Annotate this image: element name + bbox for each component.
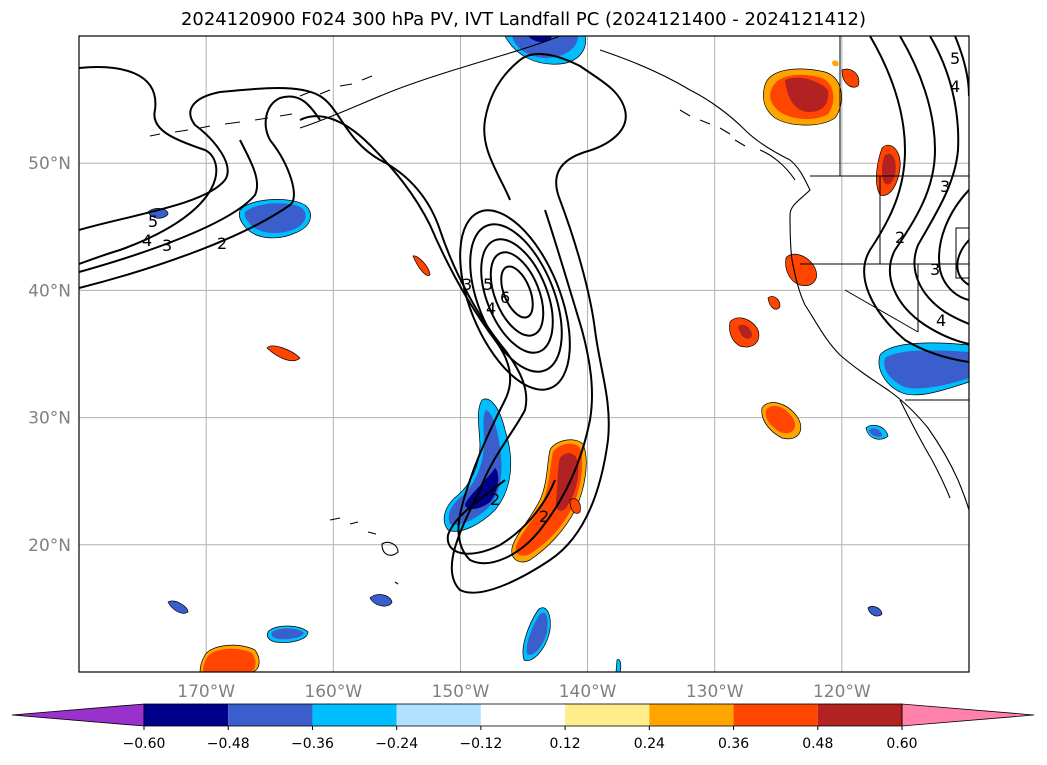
anomaly-blob xyxy=(271,628,304,640)
colorbar-tick-label: −0.60 xyxy=(123,736,166,752)
contour-label: 3 xyxy=(940,177,950,196)
colorbar-tick-label: 0.60 xyxy=(886,736,917,752)
contour-label: 4 xyxy=(486,299,496,318)
anomaly-blob xyxy=(203,648,256,672)
colorbar-segment xyxy=(733,704,818,726)
anomaly-blob xyxy=(266,345,301,362)
colorbar-outline xyxy=(143,703,903,727)
anomaly-blob xyxy=(526,612,548,655)
colorbar-tick-label: −0.12 xyxy=(459,736,502,752)
contour-label: 2 xyxy=(217,234,227,253)
anomaly-blob xyxy=(369,594,393,607)
colorbar-segment xyxy=(312,704,397,726)
colorbar-tick-label: 0.48 xyxy=(802,736,833,752)
anomaly-blob xyxy=(738,324,752,339)
contour-label: 5 xyxy=(148,212,158,231)
colorbar-extend-min xyxy=(11,703,145,727)
anomaly-blob xyxy=(765,405,796,434)
lon-tick-label: 120°W xyxy=(813,682,871,702)
lat-tick-label: 50°N xyxy=(28,154,71,174)
colorbar: −0.60 −0.48 −0.36 −0.24 −0.12 0.12 0.24 0.36 0.4… xyxy=(11,703,1035,752)
anomaly-blob xyxy=(512,36,578,58)
colorbar-tick-label: −0.24 xyxy=(375,736,418,752)
anomaly-blob xyxy=(785,77,829,112)
anomaly-blob xyxy=(244,203,306,234)
colorbar-tick-label: −0.36 xyxy=(291,736,334,752)
contour-label: 5 xyxy=(483,275,493,294)
colorbar-tick-label: −0.48 xyxy=(207,736,250,752)
contour-label: 3 xyxy=(162,236,172,255)
latitude-labels: 50°N 40°N 30°N 20°N xyxy=(28,154,71,556)
plot-area xyxy=(79,36,969,672)
colorbar-segment xyxy=(565,704,650,726)
anomaly-blob xyxy=(767,296,781,310)
anomaly-blob xyxy=(867,606,883,617)
shaded-anomalies xyxy=(147,36,969,672)
lon-tick-label: 150°W xyxy=(432,682,490,702)
contour-label: 3 xyxy=(462,275,472,294)
lon-tick-label: 130°W xyxy=(686,682,744,702)
colorbar-segment xyxy=(396,704,481,726)
political-boundaries xyxy=(800,36,969,401)
anomaly-blob xyxy=(412,255,431,276)
contour-label: 2 xyxy=(895,228,905,247)
contour-label: 4 xyxy=(950,77,960,96)
colorbar-extend-max xyxy=(901,703,1035,727)
lon-tick-label: 160°W xyxy=(304,682,362,702)
anomaly-blob xyxy=(465,468,499,510)
anomaly-blob xyxy=(615,659,622,672)
map-title: 2024120900 F024 300 hPa PV, IVT Landfall… xyxy=(180,9,867,30)
plot-frame xyxy=(78,35,970,673)
lat-tick-label: 20°N xyxy=(28,536,71,556)
contour-label: 3 xyxy=(930,260,940,279)
longitude-labels: 170°W 160°W 150°W 140°W 130°W 120°W xyxy=(177,682,871,702)
lat-tick-label: 30°N xyxy=(28,409,71,429)
anomaly-blob xyxy=(785,253,817,286)
anomaly-blob xyxy=(881,153,896,185)
contour-label: 2 xyxy=(539,507,549,526)
lat-tick-label: 40°N xyxy=(28,281,71,301)
colorbar-tick-label: 0.36 xyxy=(718,736,749,752)
colorbar-segment xyxy=(228,704,313,726)
colorbar-segment xyxy=(480,704,566,726)
anomaly-blob xyxy=(569,498,581,514)
colorbar-segment xyxy=(817,704,902,726)
colorbar-segment xyxy=(649,704,734,726)
anomaly-blob xyxy=(841,68,860,88)
lon-tick-label: 170°W xyxy=(177,682,235,702)
contour-label: 2 xyxy=(490,490,500,509)
contour-label: 6 xyxy=(500,288,510,307)
anomaly-blob xyxy=(869,428,882,437)
gridlines xyxy=(79,36,969,672)
anomaly-blob xyxy=(832,60,839,67)
contour-label-group: 5 4 3 2 3 5 6 4 2 2 3 2 4 5 4 3 xyxy=(142,49,960,526)
colorbar-segment xyxy=(144,704,229,726)
colorbar-tick-label: 0.24 xyxy=(634,736,665,752)
coastlines xyxy=(149,36,969,585)
anomaly-blob xyxy=(528,36,552,42)
contour-label: 4 xyxy=(936,311,946,330)
contour-label: 5 xyxy=(950,49,960,68)
colorbar-tick-label: 0.12 xyxy=(550,736,581,752)
lon-tick-label: 140°W xyxy=(559,682,617,702)
contour-label: 4 xyxy=(142,231,152,250)
anomaly-blob xyxy=(884,350,969,389)
anomaly-blob xyxy=(167,600,189,614)
